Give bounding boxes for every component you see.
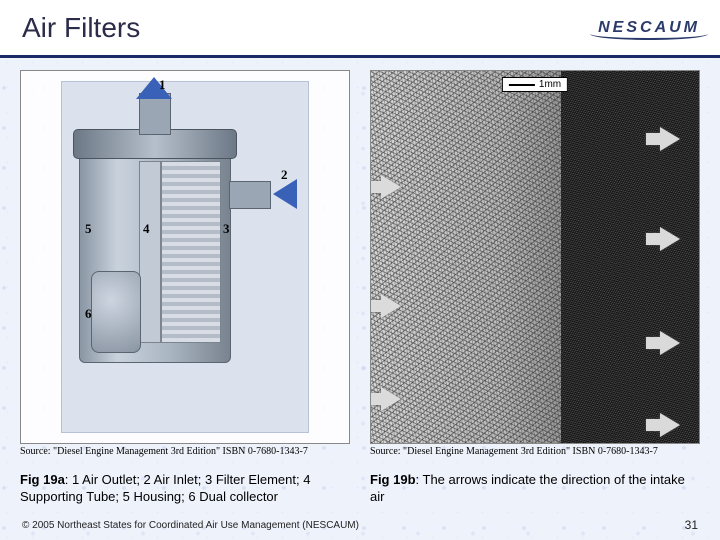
- figA-label-6: 6: [85, 306, 92, 322]
- flow-arrow-stem: [370, 300, 381, 312]
- scale-bar-icon: [509, 84, 535, 86]
- flow-arrow-stem: [370, 181, 381, 193]
- flow-arrow-icon: [660, 227, 680, 251]
- figB-caption-body: : The arrows indicate the direction of t…: [370, 472, 685, 505]
- figA-caption: Fig 19a: 1 Air Outlet; 2 Air Inlet; 3 Fi…: [20, 471, 350, 506]
- figA-caption-label: Fig 19a: [20, 472, 65, 487]
- figure-19b: 1mm: [370, 70, 700, 444]
- page-number: 31: [685, 518, 698, 532]
- figure-19a: 1 2 3 4 5 6: [20, 70, 350, 444]
- flow-arrow-icon: [660, 127, 680, 151]
- slide-title: Air Filters: [22, 12, 140, 44]
- flow-arrow-icon: [381, 387, 401, 411]
- flow-arrow-stem: [646, 233, 660, 245]
- figA-label-1: 1: [159, 77, 166, 93]
- figB-caption: Fig 19b: The arrows indicate the directi…: [370, 471, 700, 506]
- flow-arrow-stem: [646, 419, 660, 431]
- nescaum-logo: NESCAUM: [598, 19, 700, 37]
- content-area: 1 2 3 4 5 6 Source: "Diesel Engine Manag…: [0, 70, 720, 506]
- copyright: © 2005 Northeast States for Coordinated …: [22, 520, 359, 531]
- scale-text: 1mm: [539, 79, 561, 90]
- flow-arrow-icon: [660, 331, 680, 355]
- figB-source: Source: "Diesel Engine Management 3rd Ed…: [370, 446, 700, 457]
- figA-label-5: 5: [85, 221, 92, 237]
- figA-label-2: 2: [281, 167, 288, 183]
- figA-inlet: [229, 181, 271, 209]
- flow-arrow-stem: [646, 133, 660, 145]
- figA-source: Source: "Diesel Engine Management 3rd Ed…: [20, 446, 350, 457]
- figA-filter-element: [161, 161, 221, 343]
- logo-swoosh: [590, 28, 708, 40]
- figA-support-tube: [139, 161, 161, 343]
- figA-dual-collector: [91, 271, 141, 353]
- flow-arrow-icon: [660, 413, 680, 437]
- column-left: 1 2 3 4 5 6 Source: "Diesel Engine Manag…: [20, 70, 350, 506]
- flow-arrow-stem: [370, 393, 381, 405]
- flow-arrow-stem: [646, 337, 660, 349]
- figA-outlet-arrow-icon: [136, 77, 172, 99]
- figA-inlet-arrow-icon: [273, 179, 297, 209]
- figA-outlet: [139, 93, 171, 135]
- footer: © 2005 Northeast States for Coordinated …: [0, 510, 720, 540]
- figB-caption-label: Fig 19b: [370, 472, 416, 487]
- figA-label-4: 4: [143, 221, 150, 237]
- figB-scale-bar: 1mm: [502, 77, 568, 92]
- flow-arrow-icon: [381, 175, 401, 199]
- column-right: 1mm Source: "Diesel Engine Management 3r…: [370, 70, 700, 506]
- header: Air Filters NESCAUM: [0, 0, 720, 58]
- flow-arrow-icon: [381, 294, 401, 318]
- figA-label-3: 3: [223, 221, 230, 237]
